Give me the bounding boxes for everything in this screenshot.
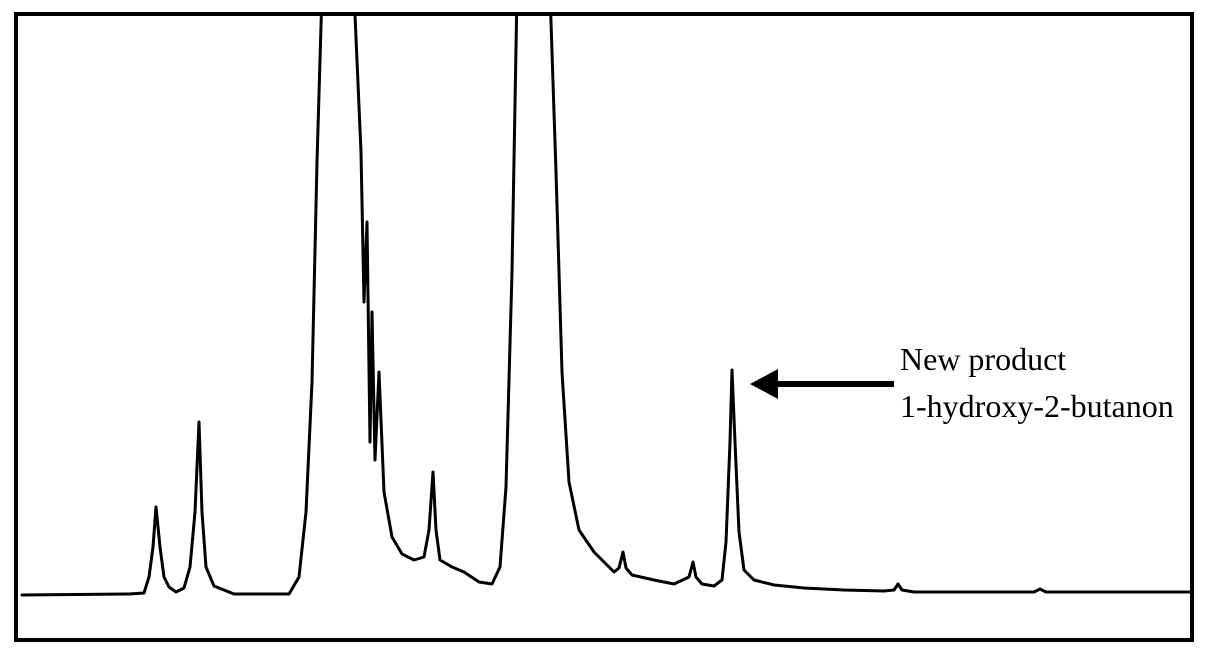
chromatogram-chart: New product 1-hydroxy-2-butanon bbox=[14, 12, 1194, 642]
annotation-text-line1: New product bbox=[900, 341, 1066, 377]
chromatogram-trace bbox=[22, 12, 1190, 595]
chromatogram-svg: New product 1-hydroxy-2-butanon bbox=[14, 12, 1194, 642]
annotation-text-line2: 1-hydroxy-2-butanon bbox=[900, 388, 1174, 424]
annotation-arrow bbox=[750, 369, 894, 399]
